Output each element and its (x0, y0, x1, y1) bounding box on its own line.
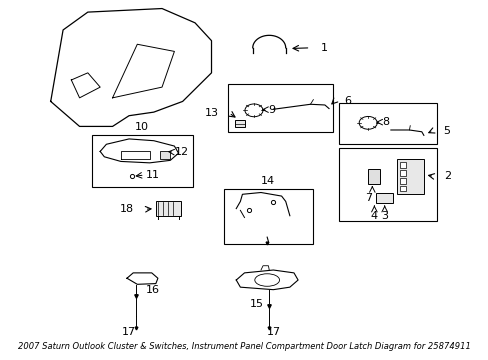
Bar (400, 178, 406, 184)
Text: 15: 15 (249, 298, 264, 309)
Bar (160, 152, 170, 158)
Text: 2: 2 (444, 171, 451, 181)
Text: 8: 8 (382, 117, 388, 127)
Bar (376, 193, 392, 203)
Bar (400, 170, 406, 176)
Bar (224, 189, 312, 244)
Bar (338, 103, 437, 144)
Text: 2007 Saturn Outlook Cluster & Switches, Instrument Panel Compartment Door Latch : 2007 Saturn Outlook Cluster & Switches, … (18, 342, 470, 351)
Text: 13: 13 (204, 108, 218, 118)
Bar (227, 84, 332, 132)
Text: 17: 17 (122, 327, 136, 337)
Text: 3: 3 (381, 211, 387, 221)
Text: 16: 16 (145, 285, 160, 296)
Text: 10: 10 (135, 122, 149, 132)
Text: 4: 4 (370, 211, 377, 221)
Bar (338, 148, 437, 221)
Text: 7: 7 (364, 193, 371, 203)
Bar (156, 202, 180, 216)
Text: 14: 14 (261, 176, 275, 186)
Text: 9: 9 (268, 105, 275, 114)
Bar (235, 120, 245, 127)
Bar (396, 158, 423, 194)
Bar (367, 169, 379, 184)
Bar (92, 135, 193, 187)
Bar (400, 162, 406, 168)
Text: 12: 12 (175, 147, 189, 157)
Text: 5: 5 (443, 126, 450, 136)
Text: 6: 6 (344, 96, 351, 107)
Text: 1: 1 (320, 43, 327, 53)
Text: 11: 11 (145, 170, 159, 180)
Text: 18: 18 (120, 204, 134, 214)
Bar (400, 186, 406, 192)
Text: 17: 17 (266, 327, 281, 337)
